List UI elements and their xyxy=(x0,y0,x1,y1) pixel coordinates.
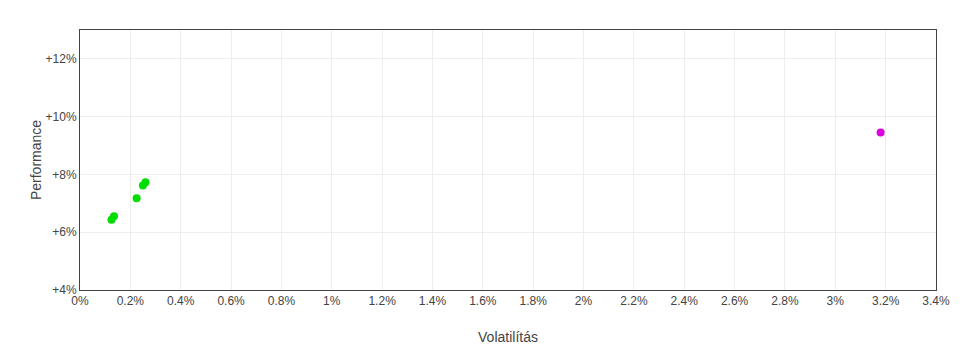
svg-text:+4%: +4% xyxy=(52,283,77,297)
svg-text:0.2%: 0.2% xyxy=(117,294,145,308)
svg-text:3%: 3% xyxy=(827,294,845,308)
svg-text:0.6%: 0.6% xyxy=(217,294,245,308)
svg-text:1.8%: 1.8% xyxy=(520,294,548,308)
svg-text:+8%: +8% xyxy=(52,168,77,182)
svg-text:+10%: +10% xyxy=(46,110,77,124)
svg-text:2.4%: 2.4% xyxy=(671,294,699,308)
svg-text:Performance: Performance xyxy=(28,120,44,200)
svg-text:2.6%: 2.6% xyxy=(721,294,749,308)
svg-text:+6%: +6% xyxy=(52,225,77,239)
svg-text:1.2%: 1.2% xyxy=(368,294,396,308)
svg-text:3.2%: 3.2% xyxy=(872,294,900,308)
svg-text:Volatilítás: Volatilítás xyxy=(478,329,538,345)
svg-text:+12%: +12% xyxy=(46,52,77,66)
svg-text:2.2%: 2.2% xyxy=(620,294,648,308)
svg-text:1%: 1% xyxy=(323,294,341,308)
svg-text:0%: 0% xyxy=(71,294,89,308)
svg-text:1.4%: 1.4% xyxy=(419,294,447,308)
svg-text:1.6%: 1.6% xyxy=(469,294,497,308)
svg-text:2%: 2% xyxy=(575,294,593,308)
svg-text:3.4%: 3.4% xyxy=(922,294,950,308)
svg-text:0.8%: 0.8% xyxy=(268,294,296,308)
svg-text:2.8%: 2.8% xyxy=(771,294,799,308)
svg-text:0.4%: 0.4% xyxy=(167,294,195,308)
